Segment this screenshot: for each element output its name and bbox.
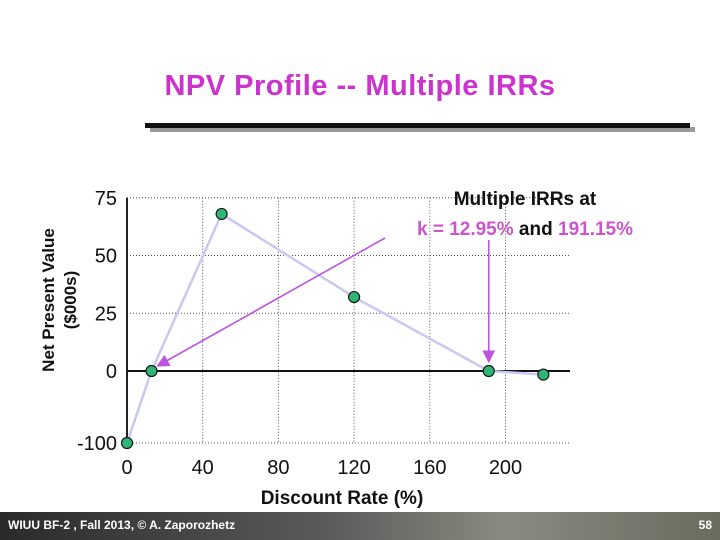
data-point: [348, 290, 361, 304]
y-axis-label: Net Present Value ($000s): [39, 228, 80, 372]
footer-text: WIUU BF-2 , Fall 2013, © A. Zaporozhetz: [8, 518, 236, 532]
y-axis-label-line1: Net Present Value: [39, 228, 58, 372]
slide-title: NPV Profile -- Multiple IRRs: [164, 70, 556, 102]
y-tick-label: 25: [95, 303, 117, 325]
npv-series-line: [125, 212, 544, 444]
x-tick-label: 160: [413, 457, 446, 479]
data-point: [120, 436, 134, 450]
annotation-irr2: 191.15%: [558, 219, 633, 240]
x-tick-label: 80: [267, 457, 289, 479]
x-axis-label: Discount Rate (%): [261, 488, 424, 509]
x-tick-label: 0: [121, 457, 132, 479]
irr-annotation: Multiple IRRs at k = 12.95% and 191.15%: [417, 189, 633, 240]
data-point: [537, 368, 550, 381]
data-point: [215, 207, 228, 221]
data-points: [120, 207, 550, 450]
y-tick-label: -100: [77, 433, 117, 455]
title-rule: [145, 123, 690, 128]
irr1-arrow: [156, 237, 386, 367]
svg-text:k = 12.95% and 191.15%: k = 12.95% and 191.15%: [417, 219, 633, 240]
annotation-line1: Multiple IRRs at: [454, 189, 597, 210]
irr-arrows: [156, 237, 496, 367]
y-tick-label: 75: [95, 188, 117, 210]
grid-lines: [127, 197, 570, 444]
page-number: 58: [698, 518, 712, 532]
npv-line: [125, 212, 544, 444]
data-point: [482, 364, 495, 378]
annotation-irr1: 12.95%: [449, 219, 514, 240]
footer-bar: [0, 512, 720, 540]
annotation-middle: and: [514, 219, 558, 240]
annotation-prefix: k =: [417, 219, 449, 240]
y-tick-label: 50: [95, 246, 117, 268]
data-point: [145, 364, 158, 378]
x-tick-label: 120: [337, 457, 370, 479]
title-rule-shadow: [150, 127, 695, 132]
x-tick-label: 200: [489, 457, 522, 479]
x-tick-label: 40: [192, 457, 214, 479]
y-axis-label-line2: ($000s): [61, 271, 80, 330]
y-tick-label: 0: [106, 361, 117, 383]
